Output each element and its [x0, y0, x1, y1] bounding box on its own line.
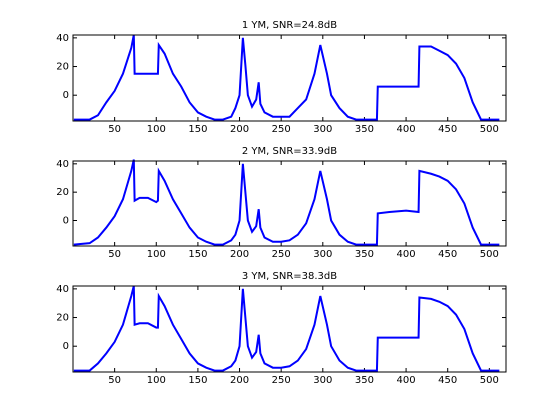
- x-tick-label: 250: [272, 249, 291, 260]
- data-line: [73, 285, 500, 372]
- x-tick-label: 150: [188, 249, 207, 260]
- x-tick-label: 50: [108, 124, 121, 135]
- x-tick-label: 200: [230, 375, 249, 386]
- x-tick-label: 100: [147, 124, 166, 135]
- y-tick-label: 20: [56, 62, 69, 73]
- y-tick-label: 20: [56, 313, 69, 324]
- x-tick-label: 300: [313, 249, 332, 260]
- x-tick-label: 250: [272, 124, 291, 135]
- x-tick-label: 500: [480, 124, 499, 135]
- x-tick-label: 50: [108, 375, 121, 386]
- x-tick-label: 50: [108, 249, 121, 260]
- axes-background: [73, 35, 506, 121]
- x-tick-label: 500: [480, 249, 499, 260]
- x-tick-label: 350: [355, 375, 374, 386]
- x-tick-label: 150: [188, 124, 207, 135]
- data-line: [73, 34, 500, 121]
- x-tick-label: 200: [230, 249, 249, 260]
- x-tick-label: 250: [272, 375, 291, 386]
- axes-frame: [72, 34, 507, 122]
- x-tick-label: 500: [480, 375, 499, 386]
- x-tick-label: 100: [147, 375, 166, 386]
- x-tick-label: 350: [355, 249, 374, 260]
- subplot-title: 2 YM, SNR=33.9dB: [242, 146, 337, 157]
- x-tick-label: 400: [397, 249, 416, 260]
- subplot-title: 1 YM, SNR=24.8dB: [242, 20, 337, 31]
- x-tick-label: 200: [230, 124, 249, 135]
- axes-background: [73, 286, 506, 372]
- x-tick-label: 400: [397, 375, 416, 386]
- y-tick-label: 0: [63, 90, 69, 101]
- x-tick-label: 300: [313, 375, 332, 386]
- x-tick-label: 100: [147, 249, 166, 260]
- y-tick-label: 0: [63, 341, 69, 352]
- y-tick-label: 40: [56, 159, 69, 170]
- y-tick-label: 40: [56, 33, 69, 44]
- x-tick-label: 450: [438, 375, 457, 386]
- y-tick-label: 40: [56, 284, 69, 295]
- data-line: [73, 159, 500, 246]
- y-tick-label: 0: [63, 216, 69, 227]
- x-tick-label: 300: [313, 124, 332, 135]
- y-tick-label: 20: [56, 187, 69, 198]
- x-tick-label: 400: [397, 124, 416, 135]
- x-tick-label: 450: [438, 249, 457, 260]
- x-tick-label: 350: [355, 124, 374, 135]
- axes-frame: [72, 285, 507, 373]
- x-tick-label: 450: [438, 124, 457, 135]
- axes-background: [73, 161, 506, 246]
- subplot-title: 3 YM, SNR=38.3dB: [242, 271, 337, 282]
- axes-frame: [72, 160, 507, 247]
- x-tick-label: 150: [188, 375, 207, 386]
